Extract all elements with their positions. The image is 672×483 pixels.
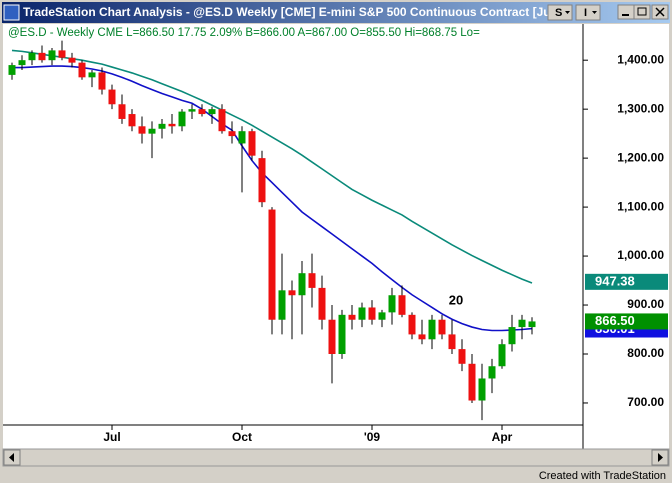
candle-body: [468, 363, 476, 401]
candle-body: [138, 126, 146, 134]
candle-body: [18, 60, 26, 66]
price-marker-label: 947.38: [595, 273, 635, 288]
candle-body: [488, 366, 496, 379]
candle-body: [248, 131, 256, 156]
candle-body: [268, 209, 276, 320]
arrow-icon: [658, 453, 663, 462]
candle-body: [218, 109, 226, 132]
candle-body: [418, 334, 426, 340]
y-tick-label: 900.00: [627, 297, 664, 311]
y-tick-label: 1,100.00: [617, 199, 664, 213]
y-tick-label: 1,400.00: [617, 52, 664, 66]
candle-body: [348, 314, 356, 320]
scrollbar[interactable]: [2, 448, 670, 467]
candle-body: [298, 273, 306, 296]
x-tick-label: Apr: [492, 430, 513, 444]
candle-body: [378, 312, 386, 320]
price-marker: [585, 313, 668, 330]
candle-body: [228, 131, 236, 137]
candle-body: [498, 344, 506, 367]
candle-body: [238, 131, 246, 144]
candle-body: [518, 319, 526, 328]
candle-body: [28, 52, 36, 61]
x-tick-label: '09: [364, 430, 381, 444]
y-tick-label: 1,300.00: [617, 101, 664, 115]
x-tick-label: Oct: [232, 430, 252, 444]
candle-body: [458, 349, 466, 364]
candle-body: [68, 57, 76, 63]
candle-body: [308, 273, 316, 288]
close-icon: [655, 7, 665, 17]
candle-body: [278, 290, 286, 320]
candle-body: [78, 62, 86, 78]
candle-body: [128, 114, 136, 127]
candle-body: [508, 327, 516, 345]
footer: Created with TradeStation: [539, 470, 666, 482]
y-tick-label: 700.00: [627, 395, 664, 409]
candle-body: [288, 290, 296, 296]
candle-body: [528, 321, 536, 328]
moving-average: [11, 49, 533, 284]
maximize-icon: [637, 7, 647, 16]
minimize-button[interactable]: [617, 4, 635, 20]
candle-body: [208, 109, 216, 115]
y-tick-label: 1,000.00: [617, 248, 664, 262]
candle-body: [38, 52, 46, 61]
interval-button-label: I: [584, 7, 587, 19]
candle-body: [88, 72, 96, 78]
candle-body: [318, 287, 326, 320]
candle-body: [408, 314, 416, 335]
y-tick-label: 1,200.00: [617, 150, 664, 164]
candle-body: [188, 109, 196, 112]
annotation: 20: [449, 292, 463, 307]
candle-body: [358, 307, 366, 320]
candle-body: [178, 111, 186, 127]
candle-body: [388, 295, 396, 313]
symbol-button-label: S: [555, 7, 562, 19]
candle-body: [8, 65, 16, 75]
candle-body: [428, 319, 436, 340]
interval-button[interactable]: [575, 4, 601, 21]
candle-body: [108, 89, 116, 105]
candle-body: [258, 158, 266, 203]
candle-body: [168, 123, 176, 127]
candle-body: [118, 104, 126, 119]
maximize-button[interactable]: [633, 4, 651, 20]
symbol-button[interactable]: [547, 4, 573, 21]
candle-body: [368, 307, 376, 320]
price-marker-label: 866.50: [595, 313, 635, 328]
candle-body: [338, 314, 346, 354]
candle-body: [398, 295, 406, 315]
app-icon: [3, 4, 20, 21]
moving-average: [12, 65, 533, 332]
candle-body: [448, 334, 456, 350]
candle-body: [48, 50, 56, 61]
candle-body: [58, 50, 66, 58]
title-bar: [2, 2, 670, 23]
candle-body: [158, 123, 166, 129]
price-marker: [585, 273, 668, 290]
candle-body: [478, 378, 486, 401]
window-title: TradeStation Chart Analysis - @ES.D Week…: [23, 5, 551, 19]
arrow-icon: [9, 453, 14, 462]
x-tick-label: Jul: [103, 430, 120, 444]
candle-body: [198, 109, 206, 115]
dropdown-arrow: [592, 11, 597, 14]
candle-body: [438, 319, 446, 335]
candle-body: [148, 128, 156, 134]
candle-body: [98, 72, 106, 90]
dropdown-arrow: [565, 11, 570, 14]
chart-header: @ES.D - Weekly CME L=866.50 17.75 2.09% …: [8, 27, 480, 39]
candle-body: [328, 319, 336, 354]
y-tick-label: 800.00: [627, 346, 664, 360]
